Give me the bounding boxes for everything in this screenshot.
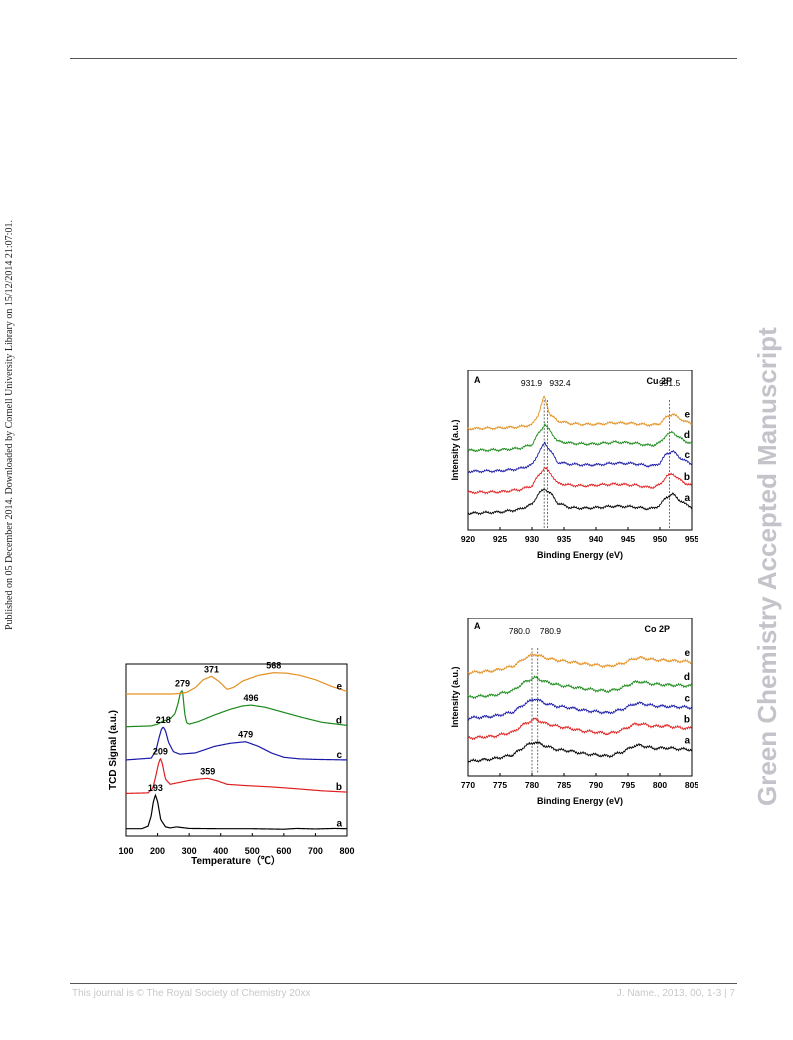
x-tick-label: 100 — [118, 846, 133, 856]
series-line-a — [126, 793, 348, 830]
x-axis-label: Temperature（℃） — [191, 854, 281, 867]
series-line-d — [467, 422, 693, 453]
y-axis-label: Intensity (a.u.) — [450, 419, 460, 480]
peak-annotation: 209 — [153, 746, 168, 756]
x-tick-label: 790 — [589, 780, 603, 790]
x-tick-label: 500 — [245, 846, 260, 856]
footer-right: J. Name., 2013, 00, 1-3 | 7 — [616, 988, 735, 999]
series-label-e: e — [684, 648, 690, 659]
series-line-b — [467, 466, 693, 495]
x-tick-label: 950 — [653, 534, 667, 544]
peak-annotation: 359 — [200, 766, 215, 776]
series-label-d: d — [336, 715, 342, 726]
series-line-d — [467, 675, 693, 700]
publication-note: Published on 05 December 2014. Downloade… — [4, 220, 15, 630]
series-line-e — [126, 672, 348, 695]
series-label-a: a — [684, 736, 690, 747]
y-axis-label: TCD Signal (a.u.) — [108, 710, 119, 790]
series-label-d: d — [684, 430, 690, 441]
series-line-d — [125, 689, 348, 728]
x-tick-label: 770 — [461, 780, 475, 790]
peak-annotation: 218 — [156, 715, 171, 725]
peak-annotation: 496 — [244, 693, 259, 703]
x-tick-label: 780 — [525, 780, 539, 790]
footer-left: This journal is © The Royal Society of C… — [72, 988, 311, 999]
series-line-b — [125, 757, 348, 794]
accepted-manuscript-watermark: Green Chemistry Accepted Manuscript — [752, 327, 782, 806]
series-label-e: e — [684, 410, 690, 421]
peak-annotation: 931.9 — [521, 378, 543, 388]
series-line-c — [467, 441, 693, 474]
x-tick-label: 785 — [557, 780, 571, 790]
x-tick-label: 935 — [557, 534, 571, 544]
plot-frame — [125, 663, 348, 837]
peak-annotation: 479 — [238, 730, 253, 740]
peak-annotation: 780.9 — [540, 626, 562, 636]
series-line-a — [467, 741, 693, 764]
peak-annotation: 780.0 — [509, 626, 531, 636]
series-line-e — [467, 395, 693, 431]
footer-rule — [70, 983, 737, 984]
peak-annotation: 568 — [266, 661, 281, 671]
corner-label: Co 2P — [644, 624, 670, 634]
x-tick-label: 200 — [150, 846, 165, 856]
corner-label: Cu 2P — [646, 376, 672, 386]
series-line-a — [467, 487, 693, 516]
series-label-b: b — [684, 714, 690, 725]
x-tick-label: 940 — [589, 534, 603, 544]
series-line-e — [467, 653, 693, 676]
series-line-b — [467, 717, 693, 741]
peak-annotation: 371 — [204, 664, 219, 674]
x-tick-label: 700 — [308, 846, 323, 856]
x-tick-label: 800 — [339, 846, 354, 856]
x-tick-label: 805 — [685, 780, 698, 790]
series-label-a: a — [684, 493, 690, 504]
y-axis-label: Intensity (a.u.) — [450, 666, 460, 727]
x-tick-label: 400 — [213, 846, 228, 856]
x-tick-label: 920 — [461, 534, 475, 544]
peak-annotation: 279 — [175, 678, 190, 688]
peak-annotation: 932.4 — [549, 378, 571, 388]
x-tick-label: 925 — [493, 534, 507, 544]
x-tick-label: 800 — [653, 780, 667, 790]
header-rule — [70, 58, 737, 59]
panel-label: A — [474, 621, 481, 631]
x-tick-label: 945 — [621, 534, 635, 544]
x-axis-label: Binding Energy (eV) — [537, 796, 623, 806]
series-label-a: a — [336, 819, 342, 830]
series-label-c: c — [684, 694, 690, 705]
series-line-c — [467, 698, 693, 721]
x-tick-label: 955 — [685, 534, 698, 544]
plot-frame — [467, 618, 693, 777]
x-tick-label: 930 — [525, 534, 539, 544]
series-label-e: e — [336, 681, 342, 692]
series-label-c: c — [336, 750, 342, 761]
x-tick-label: 300 — [182, 846, 197, 856]
x-axis-label: Binding Energy (eV) — [537, 550, 623, 560]
peak-annotation: 193 — [148, 783, 163, 793]
tpr-figure: 100 200 300 400 500 600 700 800 a b c d e 193 209 359 21… — [108, 661, 355, 867]
series-line-c — [125, 726, 348, 761]
panel-label: A — [474, 375, 481, 385]
series-label-c: c — [684, 450, 690, 461]
x-tick-label: 600 — [276, 846, 291, 856]
peak-annotation: 951.5 — [659, 378, 681, 388]
x-tick-label: 775 — [493, 780, 507, 790]
series-label-b: b — [684, 472, 690, 483]
series-label-b: b — [336, 782, 342, 793]
x-tick-label: 795 — [621, 780, 635, 790]
series-label-d: d — [684, 672, 690, 683]
